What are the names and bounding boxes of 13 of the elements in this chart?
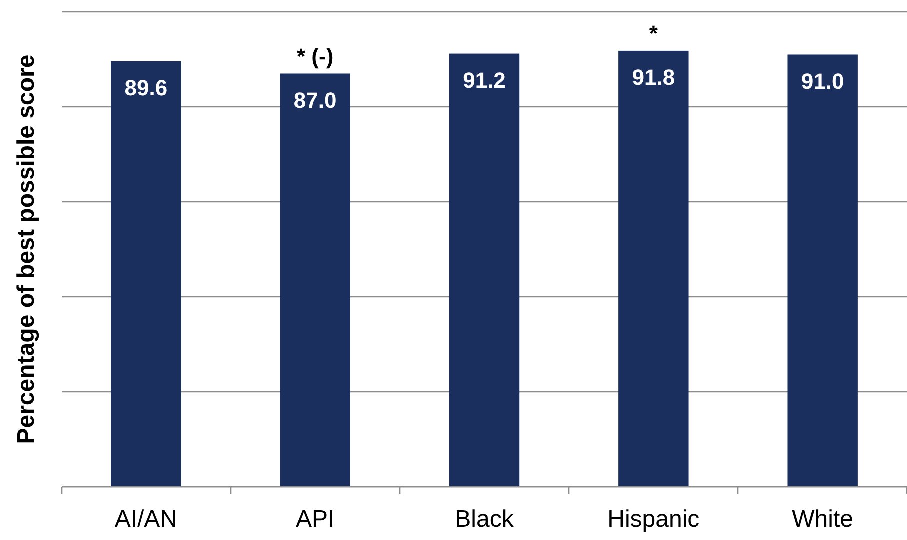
annotation: * (-) — [297, 44, 334, 69]
data-label: 87.0 — [294, 88, 337, 113]
data-label: 91.2 — [463, 68, 506, 93]
x-tick-label: AI/AN — [114, 506, 178, 533]
x-tick-label: White — [792, 506, 854, 533]
data-label: 91.0 — [801, 68, 844, 94]
data-label: 89.6 — [124, 75, 168, 100]
x-tick-label: Black — [455, 506, 515, 533]
y-axis-title: Percentage of best possible score — [13, 54, 40, 444]
x-tick-label: API — [296, 506, 335, 533]
data-label: 91.8 — [632, 64, 676, 90]
x-tick-label: Hispanic — [608, 506, 700, 533]
annotation: * — [649, 20, 658, 46]
